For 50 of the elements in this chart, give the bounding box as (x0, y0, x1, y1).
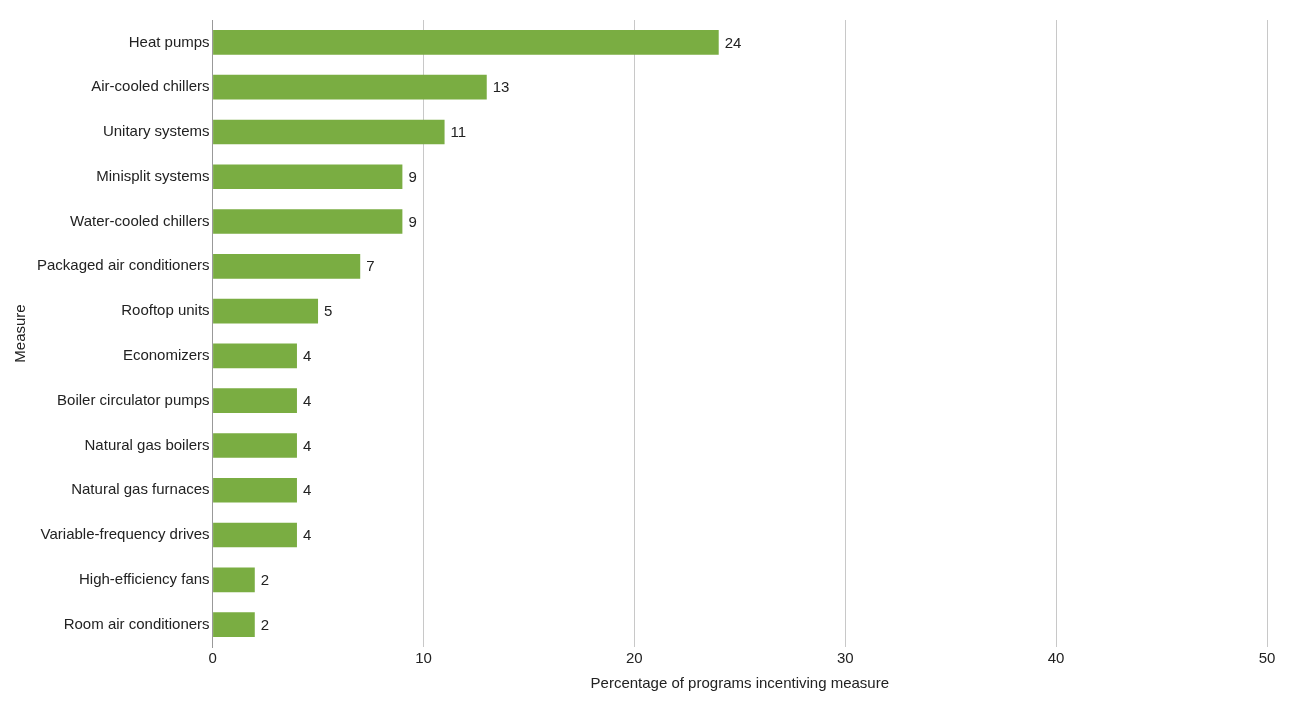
y-tick-label: Minisplit systems (96, 166, 210, 184)
bar (213, 388, 297, 413)
x-tick-label: 20 (626, 649, 643, 667)
data-label: 4 (302, 347, 312, 365)
data-label: 9 (408, 212, 417, 230)
data-label: 4 (302, 436, 312, 454)
bar (213, 343, 297, 369)
x-tick-label: 40 (1047, 649, 1065, 667)
y-tick-label: Rooftop units (121, 301, 210, 319)
y-tick-label: Unitary systems (102, 122, 210, 140)
x-tick-label: 10 (415, 649, 432, 667)
y-axis-title: Measure (11, 304, 29, 363)
y-tick-label: Room air conditioners (63, 614, 210, 632)
data-label: 4 (302, 526, 312, 544)
data-label: 11 (450, 123, 467, 141)
y-tick-label: Economizers (122, 346, 210, 364)
data-label: 9 (408, 167, 417, 185)
x-axis-title: Percentage of programs incentiving measure (590, 674, 890, 692)
bar (213, 477, 297, 503)
bar (213, 612, 255, 637)
data-label: 4 (302, 391, 312, 409)
x-tick-label: 30 (836, 649, 854, 667)
bar (213, 74, 487, 100)
y-tick-label: Heat pumps (128, 32, 210, 50)
bar (213, 298, 319, 324)
y-tick-label: Packaged air conditioners (36, 256, 210, 274)
data-label: 4 (302, 481, 312, 499)
bar (213, 567, 255, 593)
bar (213, 119, 445, 145)
data-label: 13 (492, 78, 510, 96)
y-tick-label: High-efficiency fans (78, 569, 210, 587)
data-label: 2 (260, 615, 270, 633)
bar (213, 30, 719, 55)
y-tick-label: Natural gas furnaces (71, 480, 210, 498)
bar (213, 522, 297, 548)
y-tick-label: Water-cooled chillers (70, 211, 210, 229)
bar (213, 254, 361, 279)
data-label: 7 (366, 257, 375, 275)
data-label: 5 (324, 302, 333, 320)
y-tick-label: Natural gas boilers (84, 435, 210, 453)
data-label: 24 (724, 33, 742, 51)
x-tick-label: 0 (208, 649, 217, 667)
y-tick-label: Variable-frequency drives (40, 525, 210, 543)
data-label: 2 (260, 570, 270, 588)
bar (213, 433, 297, 458)
y-tick-label: Air-cooled chillers (91, 77, 210, 95)
bar (213, 209, 403, 234)
bar (213, 164, 403, 190)
y-tick-label: Boiler circulator pumps (57, 390, 210, 408)
x-tick-label: 50 (1258, 649, 1276, 667)
